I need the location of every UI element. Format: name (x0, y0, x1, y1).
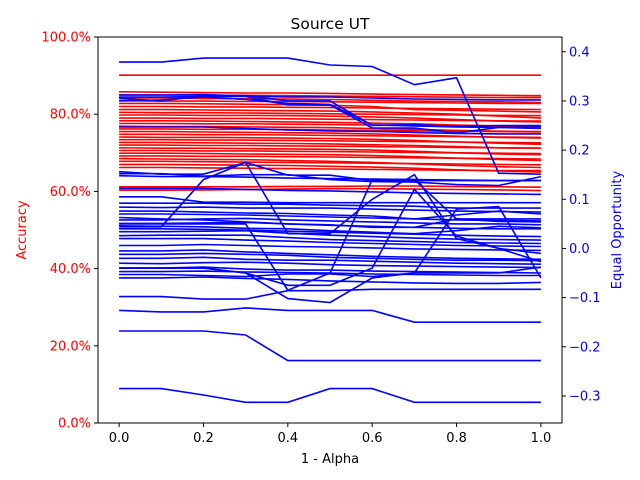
y-right-tick-label: 0.1 (569, 193, 590, 208)
x-tick-label: 1.0 (531, 431, 552, 446)
y-right-tick-label: 0.0 (569, 242, 590, 257)
x-tick-label: 0.6 (362, 431, 383, 446)
equal-opportunity-line (119, 161, 542, 263)
equal-opportunity-line (119, 252, 541, 262)
y-axis-left: 0.0% 20.0% 40.0% 60.0% 80.0% 100.0% (41, 31, 98, 432)
plot-frame (97, 36, 563, 424)
equal-opportunity-line (119, 210, 541, 220)
equal-opportunity-line (119, 330, 541, 362)
equal-opportunity-line (119, 288, 541, 300)
equal-opportunity-line (119, 249, 541, 261)
accuracy-line (119, 149, 541, 155)
equal-opportunity-line (119, 172, 542, 187)
equal-opportunity-line (119, 205, 542, 304)
y-axis-right-label: Equal Opportunity (610, 170, 625, 289)
equal-opportunity-line (119, 266, 542, 278)
equal-opportunity-line (119, 217, 541, 226)
equal-opportunity-line (119, 387, 541, 404)
equal-opportunity-line (119, 237, 541, 248)
equal-opportunity-line (119, 178, 541, 292)
y-left-tick-label: 100.0% (41, 31, 91, 46)
equal-opportunity-line (119, 126, 541, 135)
y-left-tick-label: 20.0% (50, 339, 91, 354)
equal-opportunity-line (119, 174, 541, 182)
equal-opportunity-line (119, 206, 541, 213)
y-right-tick-label: 0.3 (569, 94, 590, 109)
accuracy-line (119, 185, 541, 188)
equal-opportunity-line (119, 96, 541, 130)
accuracy-line (119, 91, 541, 97)
x-tick-label: 0.8 (446, 431, 467, 446)
accuracy-line (119, 144, 541, 149)
y-right-tick-label: 0.4 (569, 45, 590, 60)
equal-opportunity-line (119, 243, 541, 252)
equal-opportunity-line (119, 196, 541, 204)
x-tick-label: 0.0 (109, 431, 130, 446)
y-axis-right: −0.3 −0.2 −0.1 0.0 0.1 0.2 0.3 0.4 (562, 45, 601, 404)
x-axis-label: 1 - Alpha (301, 452, 359, 467)
accuracy-line (119, 166, 541, 172)
equal-opportunity-line (119, 307, 541, 323)
accuracy-line (119, 160, 541, 166)
y-left-tick-label: 60.0% (50, 185, 91, 200)
equal-opportunity-line (119, 276, 541, 285)
y-right-tick-label: 0.2 (569, 144, 590, 159)
y-right-tick-label: −0.1 (569, 291, 601, 306)
accuracy-line (119, 138, 541, 144)
x-tick-label: 0.4 (277, 431, 298, 446)
y-left-tick-label: 0.0% (58, 417, 91, 432)
accuracy-line (119, 187, 541, 192)
plot-lines (119, 57, 542, 404)
accuracy-line (119, 133, 541, 139)
equal-opportunity-line (119, 187, 541, 196)
equal-opportunity-line (119, 261, 541, 269)
x-tick-label: 0.2 (193, 431, 214, 446)
equal-opportunity-line (119, 93, 541, 101)
equal-opportunity-line (119, 256, 541, 265)
equal-opportunity-line (119, 225, 541, 235)
y-axis-left-label: Accuracy (15, 200, 30, 260)
accuracy-line (119, 155, 541, 160)
equal-opportunity-line (119, 57, 541, 175)
y-left-tick-label: 80.0% (50, 108, 91, 123)
accuracy-line (119, 111, 541, 117)
equal-opportunity-line (119, 228, 541, 238)
y-left-tick-label: 40.0% (50, 262, 91, 277)
accuracy-line (119, 157, 541, 169)
chart-title: Source UT (291, 15, 371, 33)
accuracy-line (119, 117, 541, 122)
y-right-tick-label: −0.3 (569, 389, 601, 404)
y-right-tick-label: −0.2 (569, 340, 601, 355)
x-axis: 0.0 0.2 0.4 0.6 0.8 1.0 (109, 423, 552, 446)
equal-opportunity-line (119, 229, 541, 241)
